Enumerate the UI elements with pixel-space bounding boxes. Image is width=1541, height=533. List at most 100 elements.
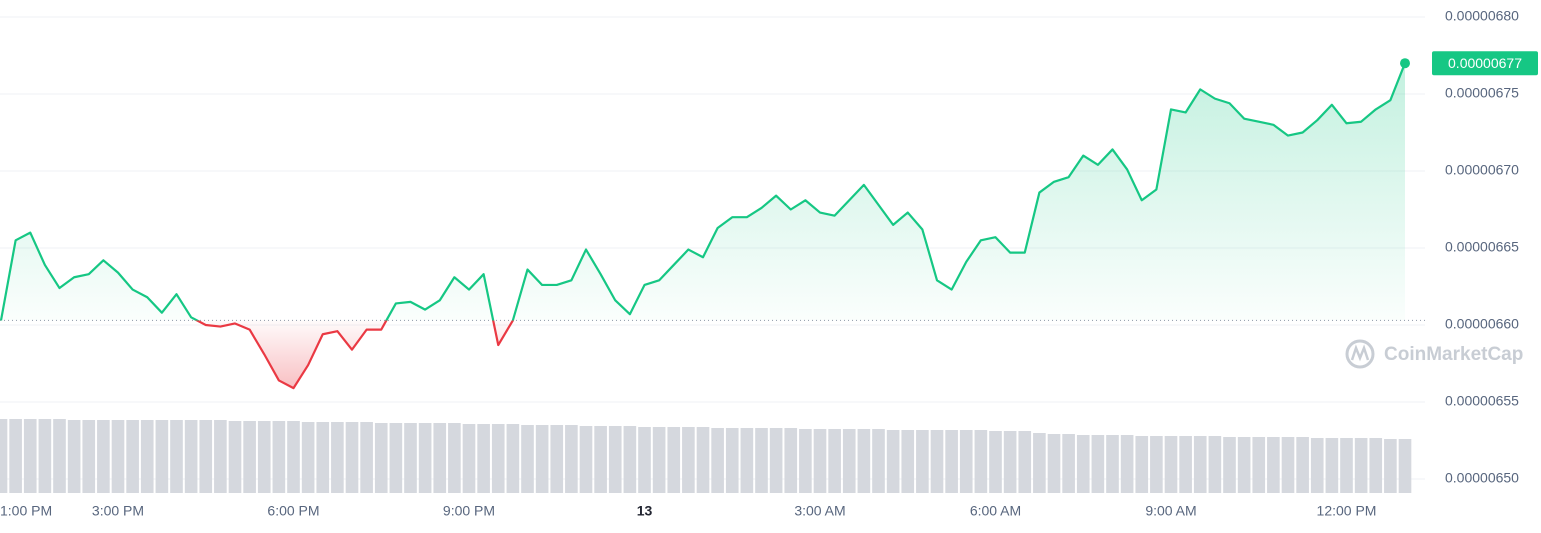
volume-bar xyxy=(257,421,271,493)
x-tick-label: 12:00 PM xyxy=(1317,503,1377,519)
volume-bar xyxy=(287,421,300,493)
volume-bar xyxy=(608,426,622,493)
volume-bar xyxy=(916,430,929,493)
volume-bar xyxy=(1164,436,1178,493)
volume-bar xyxy=(813,429,827,493)
y-tick-label: 0.00000680 xyxy=(1445,8,1519,24)
volume-bar xyxy=(111,420,125,493)
volume-bar xyxy=(594,426,607,493)
volume-bar xyxy=(9,419,22,493)
watermark-logo-mark xyxy=(1350,344,1370,362)
volume-bar xyxy=(506,424,520,493)
volume-bar xyxy=(696,427,710,493)
volume-bar xyxy=(462,424,476,493)
last-price-label: 0.00000677 xyxy=(1448,55,1522,71)
volume-bar xyxy=(989,431,1002,493)
volume-bar xyxy=(623,426,637,493)
volume-bar xyxy=(374,423,388,493)
volume-bar xyxy=(126,420,139,493)
volume-bar xyxy=(740,428,754,493)
volume-bar xyxy=(1150,436,1163,493)
watermark: CoinMarketCap xyxy=(1345,339,1523,369)
volume-bar xyxy=(886,430,900,493)
watermark-text: CoinMarketCap xyxy=(1384,344,1523,365)
volume-bar xyxy=(477,424,490,493)
volume-bar xyxy=(638,427,651,493)
volume-bar xyxy=(23,419,37,493)
volume-bar xyxy=(360,422,373,493)
volume-bar xyxy=(491,424,505,493)
y-tick-label: 0.00000650 xyxy=(1445,470,1519,486)
volume-bar xyxy=(448,423,461,493)
volume-bar xyxy=(97,420,110,493)
volume-bar xyxy=(170,420,183,493)
volume-bar xyxy=(784,428,798,493)
y-tick-label: 0.00000665 xyxy=(1445,239,1519,255)
volume-bar xyxy=(140,420,154,493)
volume-bar xyxy=(842,429,856,493)
volume-bar xyxy=(521,425,534,493)
volume-bar xyxy=(1369,438,1383,493)
volume-bar xyxy=(1120,435,1134,493)
price-area xyxy=(1,63,1405,389)
volume-bar xyxy=(799,429,812,493)
volume-bar xyxy=(565,425,578,493)
volume-bar xyxy=(1310,438,1324,493)
volume-bar xyxy=(579,426,593,493)
volume-bar xyxy=(857,429,871,493)
watermark-logo xyxy=(1345,339,1375,369)
volume-bar xyxy=(82,420,96,493)
volume-bar xyxy=(769,428,783,493)
volume-bar xyxy=(1267,437,1280,493)
volume-bar xyxy=(930,430,944,493)
y-tick-label: 0.00000670 xyxy=(1445,162,1519,178)
x-tick-label: 6:00 PM xyxy=(267,503,319,519)
volume-bar xyxy=(404,423,417,493)
x-tick-label: 1:00 PM xyxy=(0,503,52,519)
volume-bar xyxy=(1281,437,1295,493)
volume-bar xyxy=(418,423,432,493)
volume-bar xyxy=(1340,438,1353,493)
x-tick-label: 13 xyxy=(637,503,653,519)
last-price-dot xyxy=(1400,58,1410,69)
volume-bar xyxy=(945,430,958,493)
volume-bar xyxy=(301,422,315,493)
volume-bar xyxy=(272,421,286,493)
volume-bar xyxy=(1106,435,1119,493)
volume-bar xyxy=(1091,435,1105,493)
volume-bar xyxy=(872,429,885,493)
x-tick-label: 3:00 PM xyxy=(92,503,144,519)
volume-bar xyxy=(316,422,330,493)
volume-bar xyxy=(1076,435,1090,493)
volume-bar xyxy=(228,421,242,493)
volume-bar xyxy=(1062,434,1075,493)
volume-bar xyxy=(184,420,198,493)
volume-bar xyxy=(1208,436,1222,493)
volume-bar xyxy=(725,428,739,493)
volume-bar xyxy=(711,428,724,493)
volume-bar xyxy=(38,419,52,493)
volume-bar xyxy=(1018,431,1032,493)
y-tick-label: 0.00000675 xyxy=(1445,85,1519,101)
x-tick-label: 3:00 AM xyxy=(794,503,845,519)
volume-bar xyxy=(1398,439,1412,493)
volume-bar xyxy=(959,430,973,493)
volume-bar xyxy=(901,430,915,493)
volume-bar xyxy=(331,422,344,493)
y-tick-label: 0.00000660 xyxy=(1445,316,1519,332)
volume-bar xyxy=(0,419,8,493)
volume-bar xyxy=(1223,437,1236,493)
volume-bar xyxy=(1296,437,1309,493)
price-line xyxy=(0,62,1407,390)
volume-bar xyxy=(974,430,988,493)
y-tick-label: 0.00000655 xyxy=(1445,393,1519,409)
volume-bar xyxy=(1354,438,1368,493)
volume-bar xyxy=(199,420,213,493)
volume-bar xyxy=(1237,437,1251,493)
volume-bar xyxy=(67,420,81,493)
volume-bar xyxy=(155,420,169,493)
volume-bar xyxy=(1135,436,1149,493)
volume-bar xyxy=(1384,439,1397,493)
volume-bar xyxy=(550,425,564,493)
